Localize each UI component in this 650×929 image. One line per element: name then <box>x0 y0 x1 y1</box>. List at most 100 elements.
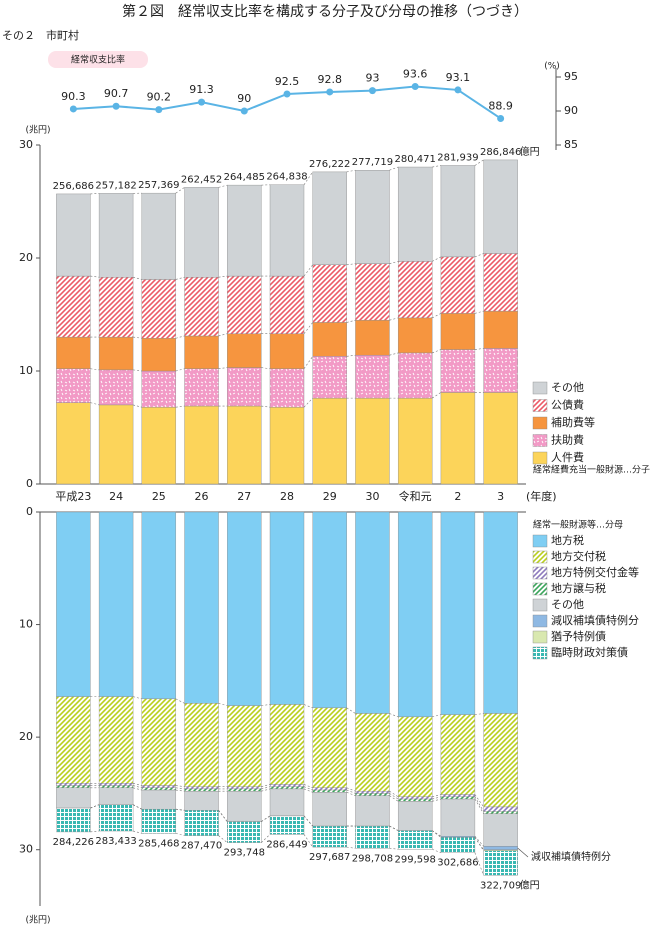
total-label: 284,226 <box>53 837 94 848</box>
bar-segment <box>440 165 476 258</box>
connector <box>303 815 313 827</box>
bar-segment <box>227 790 262 822</box>
connector <box>175 335 185 339</box>
connector <box>389 317 399 321</box>
total-label: 256,686 <box>53 181 94 192</box>
connector <box>90 804 100 809</box>
connector <box>261 788 271 792</box>
total-label: 302,686 <box>437 858 478 869</box>
bar-segment <box>355 825 390 849</box>
point <box>198 98 206 106</box>
connector <box>389 795 399 802</box>
data-label: 91.3 <box>189 83 214 96</box>
legend-label: 扶助費 <box>551 433 584 447</box>
total-label: 286,449 <box>266 839 307 850</box>
connector <box>175 187 185 194</box>
connector <box>303 784 313 789</box>
point <box>240 107 248 115</box>
bar-segment <box>312 787 347 791</box>
legend-swatch <box>532 534 548 548</box>
bar-segment <box>269 368 305 408</box>
connector <box>432 392 442 399</box>
connector <box>303 786 313 791</box>
x-tick-label: 令和元 <box>399 489 432 503</box>
legend-swatch <box>532 598 548 612</box>
legend-label: 地方交付税 <box>551 549 606 563</box>
bar-segment <box>483 713 518 808</box>
bar-segment <box>227 788 262 792</box>
bar-segment <box>312 511 347 709</box>
legend-swatch <box>532 434 548 447</box>
connector <box>132 804 142 810</box>
total-label: 264,485 <box>224 172 265 183</box>
total-label: 286,846 <box>480 147 521 158</box>
data-label: 90.7 <box>104 87 129 100</box>
connector <box>474 794 484 808</box>
total-label: 322,709 <box>480 880 521 891</box>
legend-swatch <box>532 399 548 412</box>
data-label: 93 <box>365 72 379 85</box>
bar-segment <box>227 821 262 843</box>
connector <box>261 815 271 822</box>
bar-segment <box>98 783 134 786</box>
bar-segment <box>184 788 219 792</box>
total-label: 281,939 <box>437 152 478 163</box>
chart-subtitle: その２ 市町村 <box>2 28 79 42</box>
connector <box>90 193 100 195</box>
data-label: 92.5 <box>275 75 300 88</box>
bar-segment <box>312 707 347 788</box>
bar-segment <box>269 511 305 705</box>
connector <box>432 848 442 854</box>
bar-segment <box>440 511 476 715</box>
connector <box>346 789 356 794</box>
legend-swatch <box>532 566 548 580</box>
connector <box>218 703 228 706</box>
connector <box>218 275 228 278</box>
bar-segment <box>184 335 219 369</box>
bar-segment <box>312 322 347 357</box>
y-tick-label: 10 <box>19 364 33 377</box>
connector <box>303 815 313 827</box>
connector <box>133 785 142 789</box>
total-label: 257,369 <box>138 180 179 191</box>
connector <box>346 846 356 849</box>
bar-segment <box>440 313 476 350</box>
connector <box>474 713 484 715</box>
bar-segment <box>98 193 134 278</box>
connector <box>175 833 185 836</box>
total-label: 287,470 <box>181 841 222 852</box>
legend-label: 補助費等 <box>551 415 595 429</box>
connector <box>432 165 441 168</box>
connector <box>389 166 399 171</box>
total-label: 298,708 <box>352 853 393 864</box>
y-tick-label: 10 <box>19 618 33 631</box>
point <box>326 88 334 96</box>
legend-label: 臨時財政対策債 <box>551 645 628 659</box>
bar-segment <box>141 787 177 791</box>
legend-swatch <box>532 646 548 660</box>
connector <box>474 798 484 814</box>
y-tick-label: 30 <box>19 138 33 151</box>
connector <box>261 405 271 408</box>
y-tick-label: 0 <box>26 477 33 490</box>
bar-segment <box>98 336 134 371</box>
bar-segment <box>184 368 219 407</box>
legend-swatch <box>532 582 548 596</box>
bar-segment <box>483 310 518 349</box>
data-label: 88.9 <box>488 99 513 112</box>
connector <box>261 367 271 370</box>
bar-segment <box>483 811 518 814</box>
connector <box>389 352 399 356</box>
bar-segment <box>397 798 433 802</box>
connector <box>218 184 228 188</box>
connector <box>133 783 142 786</box>
x-tick-label: 27 <box>237 490 251 503</box>
x-tick-label: 2 <box>454 490 461 503</box>
y-tick-label: 20 <box>19 251 33 264</box>
point <box>454 86 462 94</box>
bar-segment <box>98 404 134 485</box>
bar-segment <box>269 784 305 787</box>
bar-segment <box>483 159 518 254</box>
connector <box>261 784 271 787</box>
connector <box>175 789 185 792</box>
